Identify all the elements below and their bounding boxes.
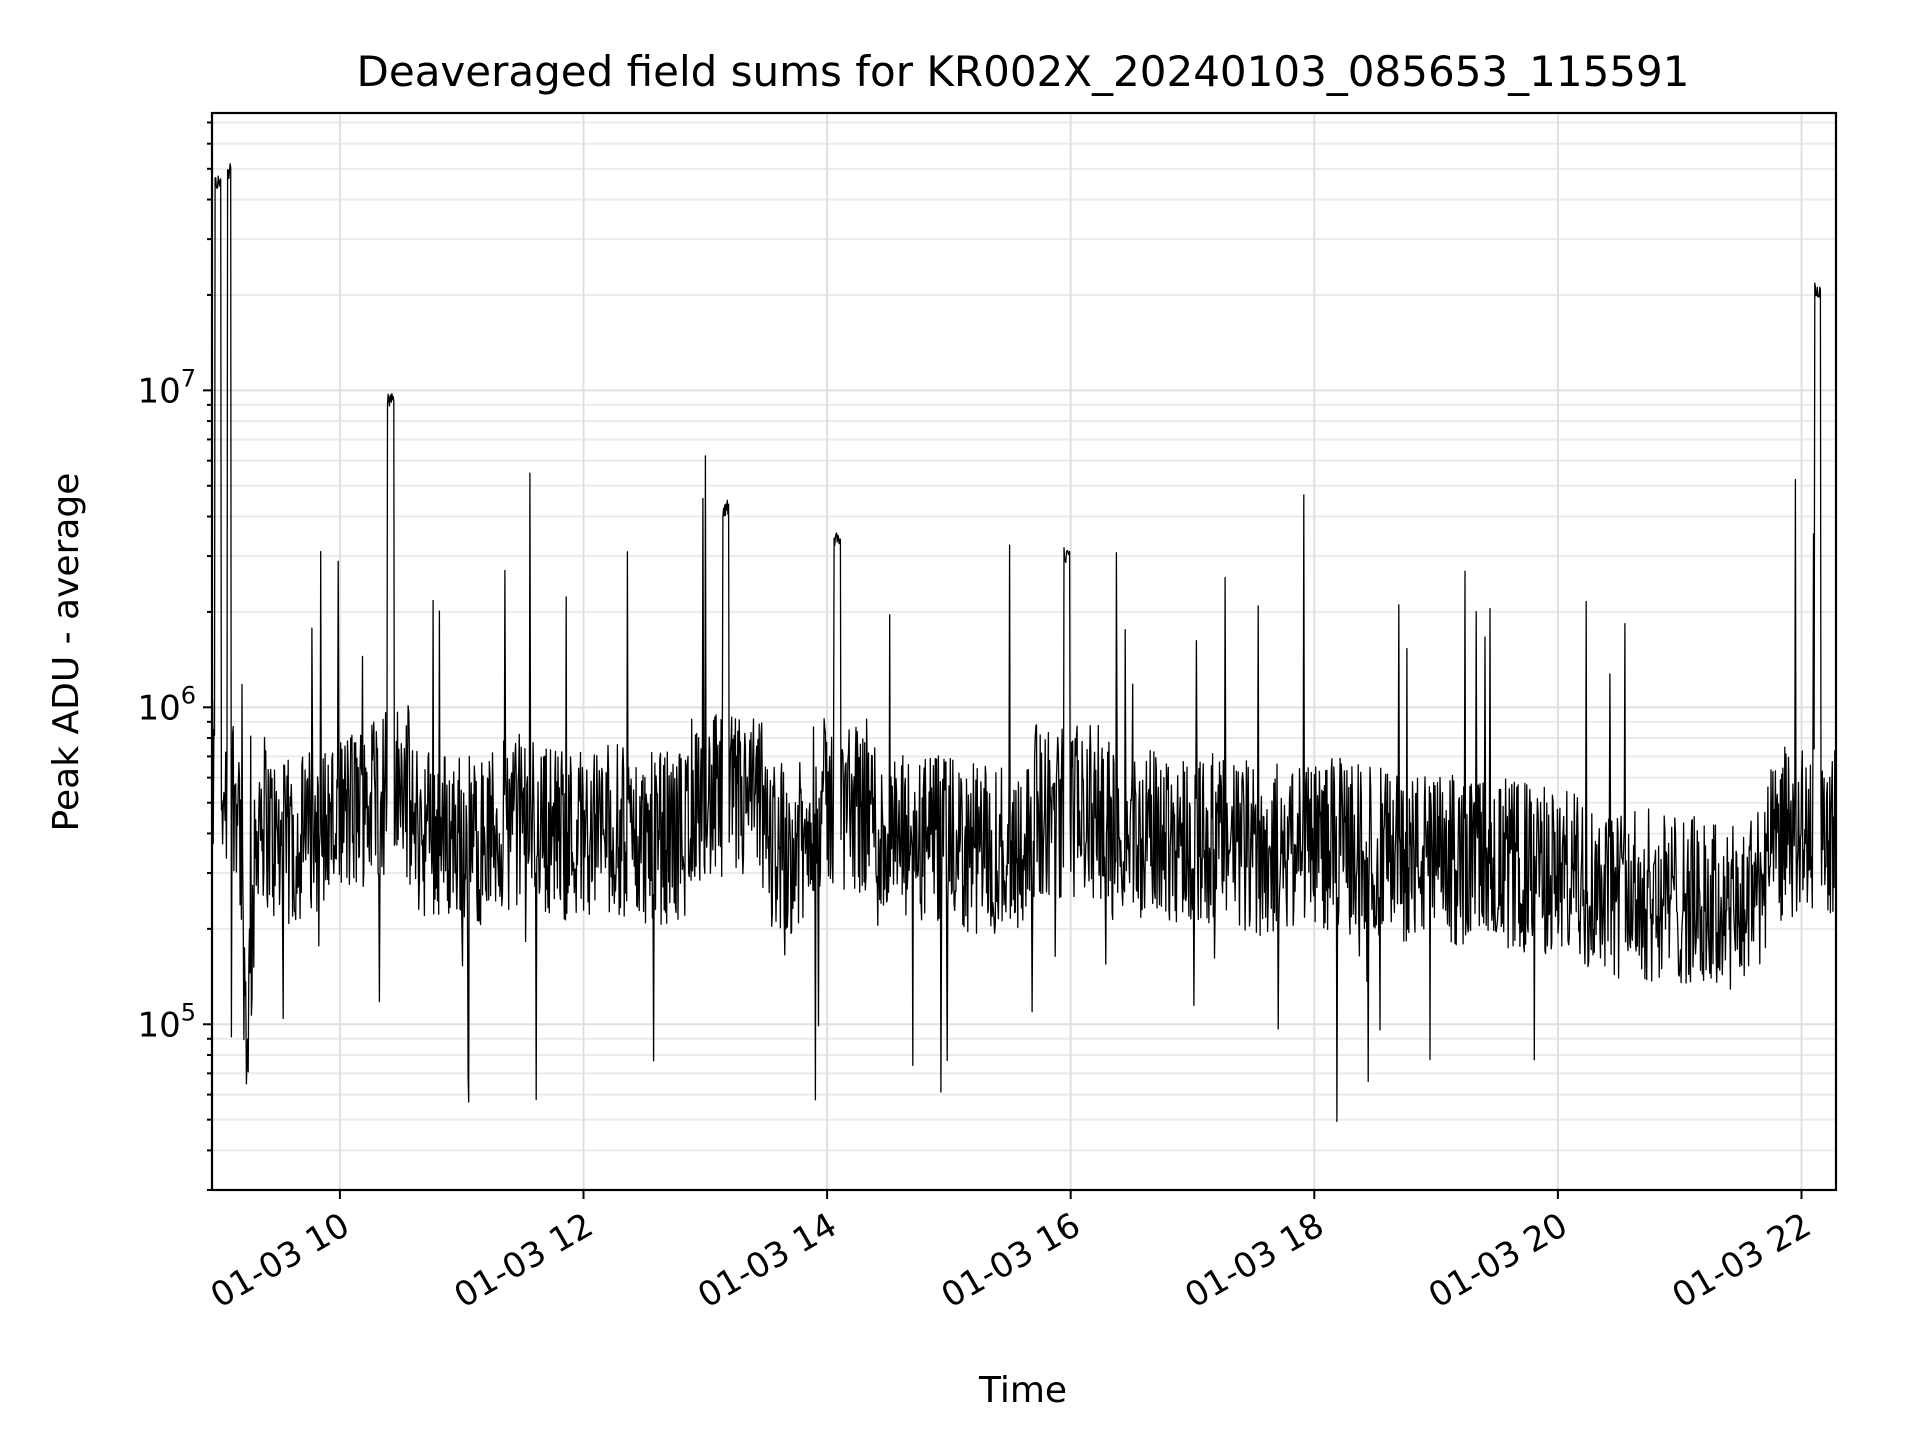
y-axis-label: Peak ADU - average	[46, 473, 87, 832]
x-tick-label: 01-03 20	[1422, 1205, 1574, 1316]
y-axis: 105 106 107	[137, 121, 212, 1191]
series-path	[211, 163, 1837, 1123]
x-tick-label: 01-03 22	[1666, 1205, 1818, 1316]
series-line	[211, 163, 1837, 1123]
grid	[212, 113, 1836, 1191]
chart-title: Deaveraged field sums for KR002X_2024010…	[357, 47, 1690, 96]
x-axis: 01-03 10 01-03 12 01-03 14 01-03 16 01-03 18…	[204, 1190, 1818, 1316]
x-tick-label: 01-03 10	[204, 1205, 356, 1316]
x-axis-label: Time	[978, 1370, 1067, 1411]
plot-frame	[210, 111, 1838, 1192]
y-tick-label: 107	[137, 364, 196, 411]
x-tick-label: 01-03 16	[935, 1205, 1087, 1316]
x-tick-label: 01-03 14	[691, 1205, 843, 1316]
x-tick-label: 01-03 12	[448, 1205, 600, 1316]
y-tick-label: 105	[137, 998, 196, 1045]
y-tick-label: 106	[137, 681, 196, 728]
x-tick-label: 01-03 18	[1178, 1205, 1330, 1316]
